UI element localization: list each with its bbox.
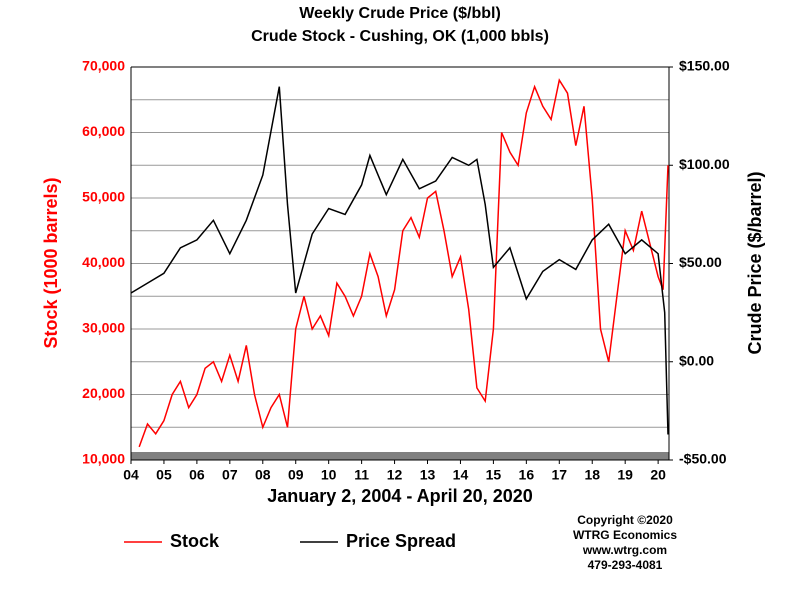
x-tick-label: 12 (387, 467, 403, 483)
y-tick-label: 10,000 (82, 451, 125, 467)
y2-tick-label: $100.00 (679, 156, 730, 172)
series-line (138, 78, 669, 448)
y-axis-label: Stock (1000 barrels) (41, 177, 61, 348)
y-tick-label: 40,000 (82, 254, 125, 270)
chart-title: Weekly Crude Price ($/bbl) (299, 5, 501, 22)
x-tick-label: 19 (617, 467, 633, 483)
y-tick-label: 70,000 (82, 58, 125, 74)
x-tick-label: 16 (519, 467, 535, 483)
x-tick-label: 14 (453, 467, 469, 483)
x-tick-label: 15 (486, 467, 502, 483)
x-tick-label: 05 (156, 467, 172, 483)
y-tick-label: 30,000 (82, 320, 125, 336)
copyright: WTRG Economics (573, 528, 677, 542)
x-tick-label: 07 (222, 467, 238, 483)
x-axis-label: January 2, 2004 - April 20, 2020 (267, 486, 533, 506)
x-tick-label: 09 (288, 467, 304, 483)
x-tick-label: 20 (650, 467, 666, 483)
y2-axis-label: Crude Price ($/barrel) (745, 171, 765, 354)
x-tick-label: 08 (255, 467, 271, 483)
x-tick-label: 10 (321, 467, 337, 483)
y-tick-label: 60,000 (82, 123, 125, 139)
x-tick-label: 17 (552, 467, 568, 483)
copyright: 479-293-4081 (588, 558, 663, 572)
x-tick-label: 04 (123, 467, 139, 483)
y2-tick-label: -$50.00 (679, 451, 727, 467)
x-tick-label: 11 (354, 467, 369, 483)
y-tick-label: 20,000 (82, 385, 125, 401)
copyright: www.wtrg.com (582, 543, 667, 557)
x-tick-label: 13 (420, 467, 436, 483)
series-line (130, 86, 669, 435)
legend-label: Stock (170, 531, 220, 551)
x-tick-label: 06 (189, 467, 205, 483)
legend-label: Price Spread (346, 531, 456, 551)
copyright: Copyright ©2020 (577, 513, 673, 527)
bottom-band (131, 452, 669, 460)
x-tick-label: 18 (584, 467, 600, 483)
y2-tick-label: $0.00 (679, 352, 714, 368)
y-tick-label: 50,000 (82, 189, 125, 205)
chart-subtitle: Crude Stock - Cushing, OK (1,000 bbls) (251, 28, 549, 45)
y2-tick-label: $50.00 (679, 254, 722, 270)
y2-tick-label: $150.00 (679, 58, 730, 74)
